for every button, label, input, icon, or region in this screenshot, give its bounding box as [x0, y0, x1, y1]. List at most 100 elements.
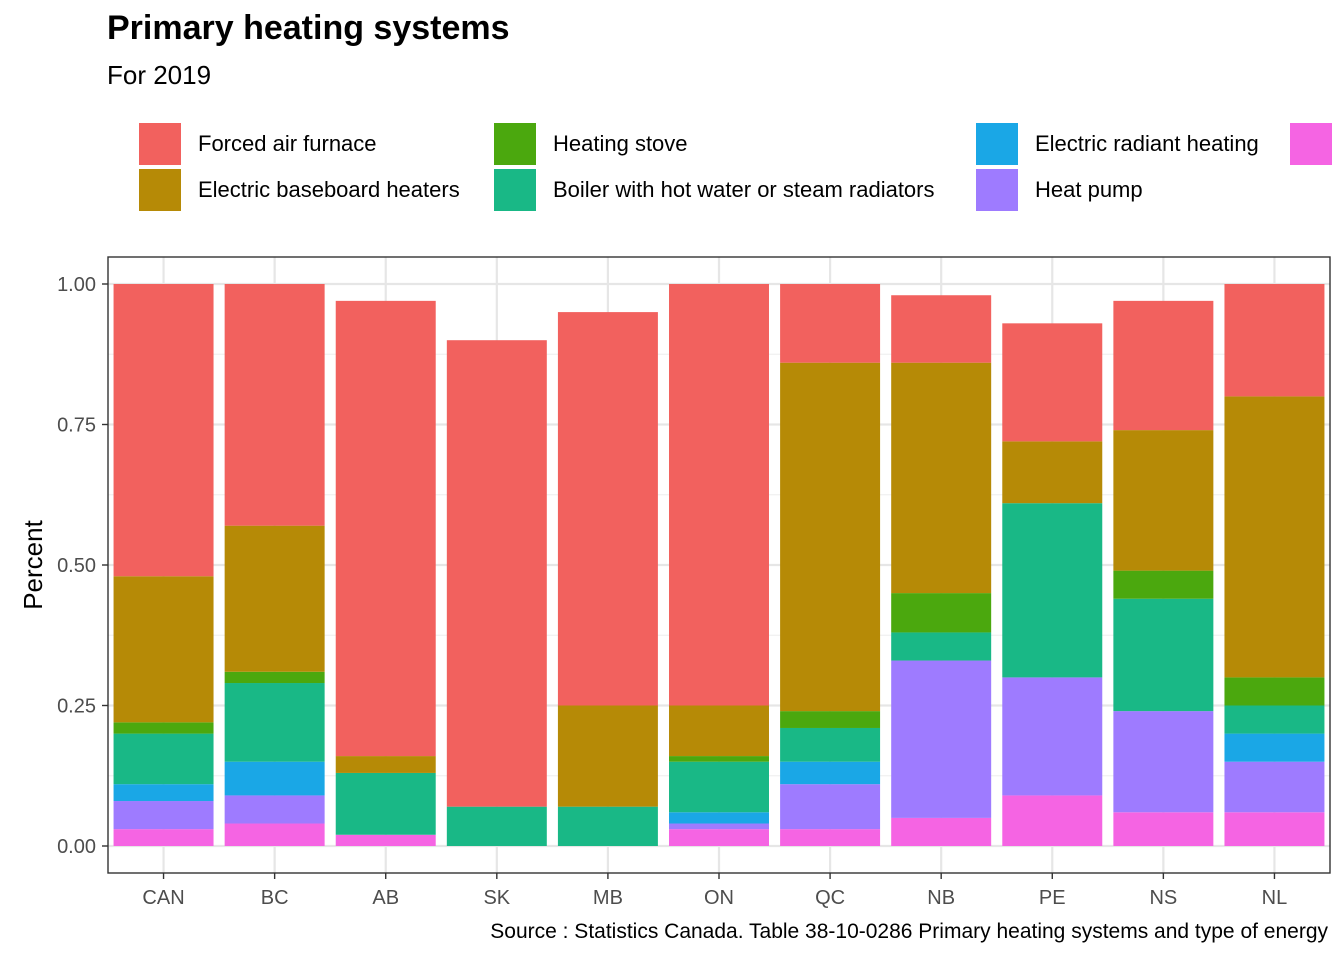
legend-label: Electric baseboard heaters: [198, 177, 460, 202]
bar-segment-sk-6: [446, 340, 547, 807]
bar-segment-on-1: [669, 823, 769, 830]
x-tick-label: CAN: [142, 887, 184, 909]
legend-swatch: [494, 169, 536, 211]
legend-item-electric-radiant-heating: Electric radiant heating: [976, 122, 1259, 166]
legend-swatch: [494, 123, 536, 165]
bar-segment-on-2: [669, 812, 769, 824]
bar-segment-qc-6: [780, 284, 881, 363]
bar-segment-ns-4: [1113, 570, 1214, 599]
legend-label: Heating stove: [553, 131, 688, 156]
legend-item-heating-stove: Heating stove: [494, 122, 688, 166]
bar-segment-bc-6: [224, 284, 325, 526]
bar-segment-bc-4: [224, 671, 325, 684]
bar-segment-nl-1: [1224, 761, 1325, 813]
x-tick-label: NL: [1262, 887, 1288, 909]
legend-swatch: [139, 123, 181, 165]
bar-segment-nb-0: [891, 817, 992, 846]
bar-segment-on-0: [669, 829, 769, 846]
bar-segment-can-4: [113, 722, 214, 734]
legend-swatch: [976, 169, 1018, 211]
bar-segment-ns-0: [1113, 812, 1214, 846]
bar-segment-bc-3: [224, 683, 325, 762]
legend-label: Electric radiant heating: [1035, 131, 1259, 156]
x-tick-label: MB: [593, 887, 623, 909]
bar-segment-mb-3: [557, 806, 658, 846]
bar-segment-ns-3: [1113, 598, 1214, 712]
bar-segment-sk-3: [446, 806, 547, 846]
legend-label: Heat pump: [1035, 177, 1143, 202]
x-tick-label: QC: [815, 887, 845, 909]
bar-segment-qc-4: [780, 711, 881, 728]
bar-segment-mb-5: [557, 705, 658, 807]
bar-segment-on-4: [669, 756, 769, 762]
chart-caption: Source : Statistics Canada. Table 38-10-…: [490, 920, 1328, 943]
bar-segment-can-3: [113, 733, 214, 785]
legend-item-other: [1290, 122, 1344, 166]
bar-segment-ab-3: [335, 772, 436, 835]
x-tick-label: PE: [1039, 887, 1066, 909]
bar-segment-qc-2: [780, 761, 881, 785]
legend-swatch: [139, 169, 181, 211]
bar-segment-nb-4: [891, 593, 992, 633]
y-tick-label: 1.00: [57, 274, 96, 296]
bar-segment-bc-2: [224, 761, 325, 796]
legend-swatch: [1290, 123, 1332, 165]
y-tick-label: 0.75: [57, 415, 96, 437]
x-tick-label: SK: [483, 887, 510, 909]
bar-segment-on-6: [669, 284, 769, 706]
bar-segment-qc-5: [780, 362, 881, 712]
bar-segment-bc-5: [224, 525, 325, 672]
chart-subtitle: For 2019: [107, 60, 212, 90]
x-tick-label: BC: [261, 887, 289, 909]
bar-segment-pe-1: [1002, 677, 1103, 796]
legend-item-heat-pump: Heat pump: [976, 168, 1143, 212]
bar-segment-nl-6: [1224, 284, 1325, 397]
legend-swatch: [976, 123, 1018, 165]
legend-item-electric-baseboard-heaters: Electric baseboard heaters: [139, 168, 460, 212]
bar-segment-nl-2: [1224, 733, 1325, 762]
x-tick-label: NB: [927, 887, 955, 909]
bar-segment-on-3: [669, 761, 769, 813]
bar-segment-ab-5: [335, 756, 436, 773]
bar-segment-can-1: [113, 801, 214, 830]
bar-segment-qc-0: [780, 829, 881, 846]
bar-segment-ab-0: [335, 834, 436, 846]
chart-title: Primary heating systems: [107, 9, 510, 47]
bar-segment-ns-6: [1113, 300, 1214, 431]
bar-segment-nl-5: [1224, 396, 1325, 678]
legend-label: Boiler with hot water or steam radiators: [553, 177, 935, 202]
bars: [113, 284, 1325, 846]
legend: Forced air furnace Electric baseboard he…: [0, 0, 1344, 220]
bar-segment-on-5: [669, 705, 769, 757]
bar-segment-pe-3: [1002, 503, 1103, 678]
legend-item-boiler: Boiler with hot water or steam radiators: [494, 168, 935, 212]
bar-segment-bc-0: [224, 823, 325, 846]
bar-segment-qc-3: [780, 727, 881, 762]
bar-segment-bc-1: [224, 795, 325, 824]
bar-segment-mb-6: [557, 312, 658, 706]
bar-segment-nl-0: [1224, 812, 1325, 846]
y-tick-label: 0.50: [57, 555, 96, 577]
x-tick-label: AB: [372, 887, 399, 909]
bar-segment-nl-4: [1224, 677, 1325, 706]
y-axis-title: Percent: [18, 519, 48, 609]
bar-segment-can-0: [113, 829, 214, 846]
bar-segment-nb-5: [891, 362, 992, 594]
bar-segment-pe-6: [1002, 323, 1103, 442]
x-tick-label: ON: [704, 887, 734, 909]
bar-segment-pe-5: [1002, 441, 1103, 504]
bar-segment-nb-1: [891, 660, 992, 818]
bar-segment-nb-3: [891, 632, 992, 661]
bar-segment-can-5: [113, 576, 214, 723]
bar-segment-can-6: [113, 284, 214, 577]
bar-segment-can-2: [113, 784, 214, 802]
x-tick-label: NS: [1149, 887, 1177, 909]
bar-segment-qc-1: [780, 784, 881, 830]
y-tick-label: 0.00: [57, 836, 96, 858]
legend-item-forced-air-furnace: Forced air furnace: [139, 122, 377, 166]
axes: 0.00 0.25 0.50 0.75 1.00 CAN BC AB SK MB ON QC NB PE N…: [57, 274, 1287, 909]
bar-segment-nl-3: [1224, 705, 1325, 734]
bar-segment-ab-6: [335, 300, 436, 757]
bar-segment-pe-0: [1002, 795, 1103, 846]
